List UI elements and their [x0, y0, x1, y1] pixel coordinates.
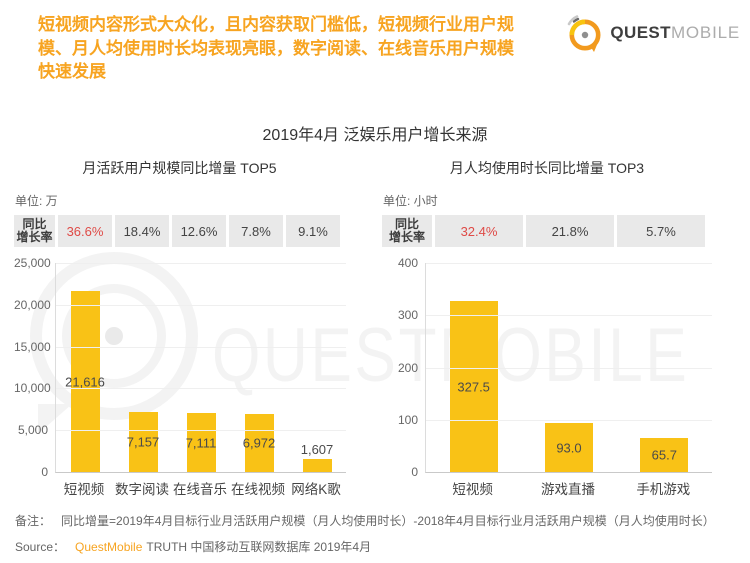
x-axis-category-label: 短视频	[452, 482, 493, 497]
logo-text-mobile: MOBILE	[670, 23, 740, 42]
source-text: TRUTH 中国移动互联网数据库 2019年4月	[146, 540, 372, 554]
x-axis-category-label: 数字阅读	[115, 482, 169, 497]
questmobile-logo: QUEST MOBILE	[563, 12, 740, 54]
bar: 7,111	[185, 413, 217, 472]
source-line: Source： QuestMobile TRUTH 中国移动互联网数据库 2019年…	[15, 538, 371, 555]
bar: 65.7	[640, 438, 689, 472]
footnote-text: 同比增量=2019年4月目标行业月活跃用户规模（月人均使用时长）-2018年4月…	[61, 514, 715, 528]
bar-value-label: 65.7	[651, 447, 677, 463]
y-axis-labels: 25,000 20,000 15,000 10,000 5,000 0	[14, 256, 51, 479]
footnote-label: 备注：	[15, 514, 52, 528]
bar: 6,972	[242, 414, 276, 472]
gridline	[56, 305, 346, 306]
chart-mau-growth: 月活跃用户规模同比增量 TOP5 单位: 万 同比 增长率 36.6% 18.4%…	[14, 156, 346, 506]
bar-column: 7,157	[114, 263, 172, 472]
plot-area: 21,616 7,157 7,111 6,972 1,607	[55, 263, 346, 473]
growth-rate-value: 12.6%	[172, 215, 226, 247]
headline: 短视频内容形式大众化，且内容获取门槛低，短视频行业用户规 模、月人均使用时长均表…	[38, 13, 578, 84]
bar-value-label: 327.5	[457, 379, 490, 394]
headline-line-3: 快速发展	[38, 62, 106, 81]
x-axis-labels: 短视频 游戏直播 手机游戏	[425, 478, 711, 498]
bar-value-label: 93.0	[556, 440, 582, 455]
bar-column: 1,607	[288, 263, 346, 472]
unit-label: 单位: 小时	[383, 194, 438, 208]
bar: 93.0	[544, 423, 593, 472]
growth-rate-value: 18.4%	[115, 215, 169, 247]
gridline	[56, 388, 346, 389]
source-brand: QuestMobile	[75, 540, 143, 554]
bar-column: 327.5	[426, 263, 521, 472]
bar-column: 7,111	[172, 263, 230, 472]
bar-value-label: 21,616	[65, 374, 105, 389]
chart-usage-time-growth: 月人均使用时长同比增量 TOP3 单位: 小时 同比 增长率 32.4% 21.8…	[382, 156, 712, 506]
growth-rate-row-label: 同比 增长率	[14, 215, 55, 247]
growth-rate-value: 7.8%	[229, 215, 283, 247]
growth-rate-row-label: 同比 增长率	[382, 215, 432, 247]
growth-rate-value: 36.6%	[58, 215, 112, 247]
y-axis-tick-label: 300	[397, 308, 418, 322]
bar: 327.5	[449, 301, 498, 472]
bars: 327.5 93.0 65.7	[426, 263, 712, 472]
bar-value-label: 7,157	[126, 434, 160, 450]
growth-rate-row-label-line1: 同比	[22, 217, 47, 231]
y-axis-tick-label: 20,000	[14, 298, 51, 312]
questmobile-logo-icon	[568, 15, 601, 52]
gridline	[426, 420, 712, 421]
x-axis-category-label: 网络K歌	[291, 482, 341, 497]
y-axis-tick-label: 0	[411, 465, 418, 479]
bar: 1,607	[301, 442, 333, 472]
growth-rate-value: 5.7%	[617, 215, 705, 247]
y-axis-tick-label: 0	[41, 465, 48, 479]
growth-rate-row-label-line2: 增长率	[388, 230, 425, 244]
y-axis-tick-label: 15,000	[14, 340, 51, 354]
bar-column: 93.0	[521, 263, 616, 472]
bar-value-label: 1,607	[300, 442, 334, 457]
y-axis-labels: 400 300 200 100 0	[382, 256, 418, 479]
chart-subtitle: 月人均使用时长同比增量 TOP3	[449, 160, 645, 176]
bar-column: 65.7	[617, 263, 712, 472]
gridline	[56, 347, 346, 348]
x-axis-labels: 短视频 数字阅读 在线音乐 在线视频 网络K歌	[55, 478, 345, 498]
footnote: 备注： 同比增量=2019年4月目标行业月活跃用户规模（月人均使用时长）-2018…	[15, 512, 715, 529]
y-axis-tick-label: 10,000	[14, 381, 51, 395]
y-axis-tick-label: 200	[397, 361, 418, 375]
gridline	[426, 315, 712, 316]
x-axis-category-label: 在线视频	[231, 482, 285, 497]
bar: 21,616	[65, 291, 105, 472]
gridline	[426, 263, 712, 264]
source-label: Source：	[15, 540, 66, 554]
y-axis-tick-label: 100	[397, 413, 418, 427]
growth-rate-row-label-line1: 同比	[394, 217, 419, 231]
page-title: 2019年4月 泛娱乐用户增长来源	[262, 127, 488, 144]
bar: 7,157	[126, 412, 160, 472]
bar-value-label: 6,972	[242, 435, 276, 451]
gridline	[56, 263, 346, 264]
bar-column: 21,616	[56, 263, 114, 472]
chart-subtitle: 月活跃用户规模同比增量 TOP5	[82, 160, 277, 176]
x-axis-category-label: 在线音乐	[173, 482, 227, 497]
y-axis-tick-label: 400	[397, 256, 418, 270]
y-axis-tick-label: 5,000	[17, 423, 48, 437]
growth-rate-value: 21.8%	[526, 215, 614, 247]
gridline	[56, 430, 346, 431]
plot-area: 327.5 93.0 65.7	[425, 263, 712, 473]
growth-rate-value: 9.1%	[286, 215, 340, 247]
headline-line-2: 模、月人均使用时长均表现亮眼，数字阅读、在线音乐用户规模	[38, 38, 514, 58]
growth-rate-row: 同比 增长率 36.6% 18.4% 12.6% 7.8% 9.1%	[14, 215, 340, 247]
growth-rate-row: 同比 增长率 32.4% 21.8% 5.7%	[382, 215, 705, 247]
growth-rate-value: 32.4%	[435, 215, 523, 247]
gridline	[426, 368, 712, 369]
x-axis-category-label: 短视频	[63, 482, 105, 497]
bar-column: 6,972	[230, 263, 288, 472]
headline-line-1: 短视频内容形式大众化，且内容获取门槛低，短视频行业用户规	[38, 15, 514, 34]
x-axis-category-label: 游戏直播	[540, 482, 595, 497]
logo-text-quest: QUEST	[610, 23, 671, 42]
y-axis-tick-label: 25,000	[14, 256, 51, 270]
unit-label: 单位: 万	[15, 194, 58, 208]
x-axis-category-label: 手机游戏	[636, 482, 691, 497]
bars: 21,616 7,157 7,111 6,972 1,607	[56, 263, 346, 472]
bar-value-label: 7,111	[185, 435, 217, 450]
growth-rate-row-label-line2: 增长率	[16, 230, 53, 244]
